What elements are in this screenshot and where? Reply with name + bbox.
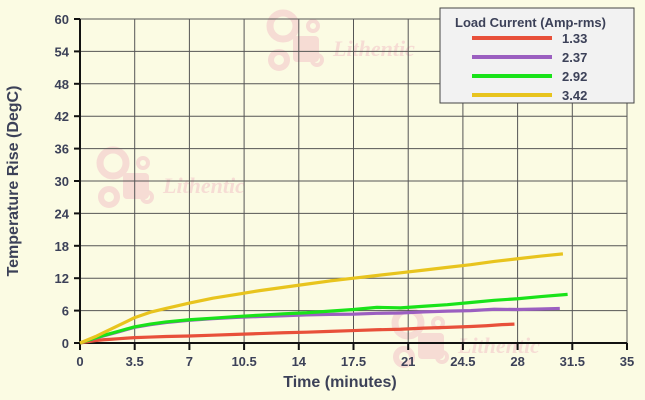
data-series-layer <box>79 252 568 345</box>
y-tick-label: 0 <box>62 336 69 351</box>
legend-label-2.37: 2.37 <box>562 50 587 65</box>
x-tick-label: 7 <box>186 354 193 369</box>
y-tick-label: 24 <box>55 206 70 221</box>
svg-text:Lithentic: Lithentic <box>332 36 415 61</box>
watermark: Lithentic <box>266 9 415 71</box>
y-tick-label: 54 <box>55 44 70 59</box>
x-tick-label: 24.5 <box>450 354 475 369</box>
legend[interactable]: Load Current (Amp-rms) 1.33 2.37 2.92 3.42 <box>439 7 635 104</box>
axis-ticks <box>74 18 628 350</box>
x-tick-label: 0 <box>76 354 83 369</box>
watermark: Lithentic <box>96 146 245 208</box>
y-tick-label: 42 <box>55 109 69 124</box>
y-axis-title: Temperature Rise (DegC) <box>5 86 22 277</box>
legend-label-3.42: 3.42 <box>562 88 587 103</box>
x-tick-label: 17.5 <box>341 354 366 369</box>
legend-entry[interactable]: 3.42 <box>472 88 587 103</box>
watermark: Lithentic <box>391 306 540 368</box>
series-line-1.33 <box>79 322 515 345</box>
y-tick-label: 30 <box>55 174 69 189</box>
y-tick-label: 6 <box>62 304 69 319</box>
x-tick-label: 35 <box>620 354 634 369</box>
watermark-layer: Lithentic Lithentic Lithentic <box>96 9 540 368</box>
x-tick-label: 3.5 <box>126 354 144 369</box>
legend-entries: 1.33 2.37 2.92 3.42 <box>472 31 587 103</box>
legend-label-1.33: 1.33 <box>562 31 587 46</box>
x-tick-label: 21 <box>401 354 415 369</box>
x-tick-label: 31.5 <box>560 354 585 369</box>
x-tick-label: 10.5 <box>231 354 256 369</box>
series-line-3.42 <box>79 252 564 345</box>
svg-text:Lithentic: Lithentic <box>457 333 540 358</box>
x-axis-title: Time (minutes) <box>283 374 397 391</box>
y-tick-label: 36 <box>55 142 69 157</box>
legend-entry[interactable]: 2.92 <box>472 69 587 84</box>
legend-title: Load Current (Amp-rms) <box>455 15 606 30</box>
x-tick-label: 28 <box>510 354 524 369</box>
legend-entry[interactable]: 2.37 <box>472 50 587 65</box>
y-tick-label: 18 <box>55 239 69 254</box>
y-tick-label: 12 <box>55 271 69 286</box>
y-tick-label: 60 <box>55 12 69 27</box>
y-tick-label: 48 <box>55 77 69 92</box>
series-line-2.92 <box>79 292 568 345</box>
svg-text:Lithentic: Lithentic <box>162 173 245 198</box>
legend-label-2.92: 2.92 <box>562 69 587 84</box>
legend-entry[interactable]: 1.33 <box>472 31 587 46</box>
x-tick-label: 14 <box>292 354 307 369</box>
axis-tick-labels: 0 6 12 18 24 30 36 42 48 54 60 0 3.5 7 10.5 14 17.5 21 24.… <box>55 12 635 369</box>
